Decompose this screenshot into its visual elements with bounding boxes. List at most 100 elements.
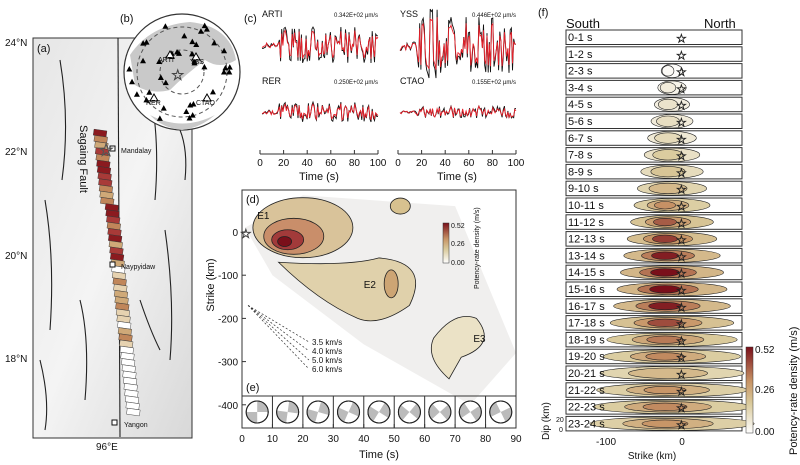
hypocenter-star-icon: ☆ xyxy=(676,99,687,113)
time-window-label: 8-9 s xyxy=(568,166,593,178)
contour xyxy=(649,285,681,294)
fault-line xyxy=(44,199,53,331)
time-window-label: 16-17 s xyxy=(568,301,605,313)
time-window-label: 3-4 s xyxy=(568,82,593,94)
y-axis-label: Strike (km) xyxy=(205,258,217,311)
beachball-outline xyxy=(428,400,452,424)
station-triangle-icon xyxy=(181,32,188,39)
north-label: North xyxy=(704,16,736,31)
compressional-quadrant xyxy=(257,401,269,412)
x-tick: 100 xyxy=(370,158,387,169)
focal-mechanism-icon xyxy=(458,400,482,424)
beachball-outline xyxy=(336,400,361,424)
fault-line xyxy=(59,59,67,181)
station-triangle-icon xyxy=(129,78,136,85)
selected-station-triangle-icon xyxy=(202,92,212,102)
station-triangle-icon xyxy=(189,112,196,118)
contour xyxy=(654,132,682,144)
hypocenter-star-icon: ☆ xyxy=(676,233,687,247)
station-name: CTAO xyxy=(400,76,424,86)
x-tick: 40 xyxy=(302,158,314,169)
snapshot-row: ☆ 6-7 s xyxy=(565,130,743,147)
snapshot-row: ☆ 3-4 s xyxy=(565,79,743,96)
lat-tick: 24°N xyxy=(5,38,27,49)
compressional-quadrant xyxy=(246,412,258,423)
compressional-quadrant xyxy=(287,401,299,414)
station-triangle-icon xyxy=(183,108,190,115)
hypocenter-star-icon: ☆ xyxy=(676,48,687,62)
station-triangle-icon xyxy=(189,38,196,45)
x-tick: 0 xyxy=(257,158,263,169)
station-triangle-icon xyxy=(186,115,193,121)
snapshot-row: ☆ 19-20 s xyxy=(565,348,743,365)
station-markers xyxy=(126,22,233,121)
snapshot-row: ☆ 20-21 s xyxy=(565,365,745,382)
station-triangle-icon xyxy=(189,50,196,57)
snapshot-row: ☆ 10-11 s xyxy=(565,197,743,214)
station-triangle-icon xyxy=(211,39,218,46)
contour xyxy=(430,315,485,380)
epicenter-star-icon: ☆ xyxy=(98,140,114,160)
speed-label: 5.0 km/s xyxy=(312,356,342,365)
city-label: Yangon xyxy=(124,422,148,429)
colorbar xyxy=(442,222,450,264)
x-tick: 0 xyxy=(679,437,685,448)
station-triangle-icon xyxy=(143,96,150,103)
snapshot-frame xyxy=(565,79,743,96)
focal-mechanism-icon xyxy=(397,400,421,424)
panel-label-b: (b) xyxy=(120,13,133,25)
distance-ring xyxy=(136,26,228,118)
colorbar-label: Potency-rate density (m/s) xyxy=(788,327,800,455)
lat-tick: 18°N xyxy=(5,354,27,365)
hypocenter-star-icon: ☆ xyxy=(676,32,687,46)
speed-label: 4.0 km/s xyxy=(312,347,342,356)
dip-tick: 20 xyxy=(556,417,564,424)
colorbar-tick: 0.26 xyxy=(755,385,775,396)
amplitude-label: 0.155E+02 µm/s xyxy=(472,80,516,86)
time-window-label: 13-14 s xyxy=(568,250,605,262)
y-tick: -100 xyxy=(218,271,238,282)
epicenter-star-icon: ☆ xyxy=(171,67,184,84)
compressional-quadrant xyxy=(348,401,360,417)
station-triangle-icon xyxy=(197,28,204,34)
time-window-label: 9-10 s xyxy=(568,183,599,195)
hypocenter-star-icon: ☆ xyxy=(676,317,687,331)
contour xyxy=(383,269,399,299)
compressional-quadrant xyxy=(398,404,410,421)
snapshot-row: ☆ 12-13 s xyxy=(565,231,743,247)
time-window-label: 11-12 s xyxy=(568,217,604,229)
station-triangle-icon xyxy=(174,48,181,55)
station-label: CTAO xyxy=(196,100,215,107)
hypocenter-star-icon: ☆ xyxy=(676,334,687,348)
station-label: YSS xyxy=(190,59,204,66)
station-triangle-icon xyxy=(201,63,208,70)
y-axis-label: Dip (km) xyxy=(541,402,552,440)
contour xyxy=(647,318,683,327)
panel-label-a: (a) xyxy=(37,43,50,55)
compressional-quadrant xyxy=(378,402,390,418)
snapshot-row: ☆ 21-22 s xyxy=(565,382,748,399)
selected-station-triangle-icon xyxy=(149,92,159,102)
city-marker xyxy=(109,261,116,268)
city-label: Naypyidaw xyxy=(121,264,156,271)
hypocenter-star-icon: ☆ xyxy=(676,65,687,79)
fault-line xyxy=(164,229,173,361)
city-marker xyxy=(109,145,116,152)
time-window-label: 1-2 s xyxy=(568,49,593,61)
time-window-label: 14-15 s xyxy=(568,267,605,279)
station-triangle-icon xyxy=(140,40,147,46)
station-label: RER xyxy=(146,100,161,107)
station-triangle-icon xyxy=(157,74,164,80)
compressional-quadrant xyxy=(500,407,512,422)
colorbar xyxy=(745,346,754,434)
synthetic-waveform xyxy=(399,17,516,70)
x-tick: 40 xyxy=(440,158,452,169)
snapshot-frame xyxy=(565,29,743,45)
selected-station-triangle-icon xyxy=(165,49,175,59)
time-window-label: 5-6 s xyxy=(568,116,593,128)
station-name: ARTI xyxy=(262,9,282,19)
hypocenter-star-icon: ☆ xyxy=(676,250,687,264)
colorbar-label: Potency-rate density (m/s) xyxy=(474,207,481,289)
station-triangle-icon xyxy=(221,47,228,54)
subevent-label: E1 xyxy=(257,211,270,222)
